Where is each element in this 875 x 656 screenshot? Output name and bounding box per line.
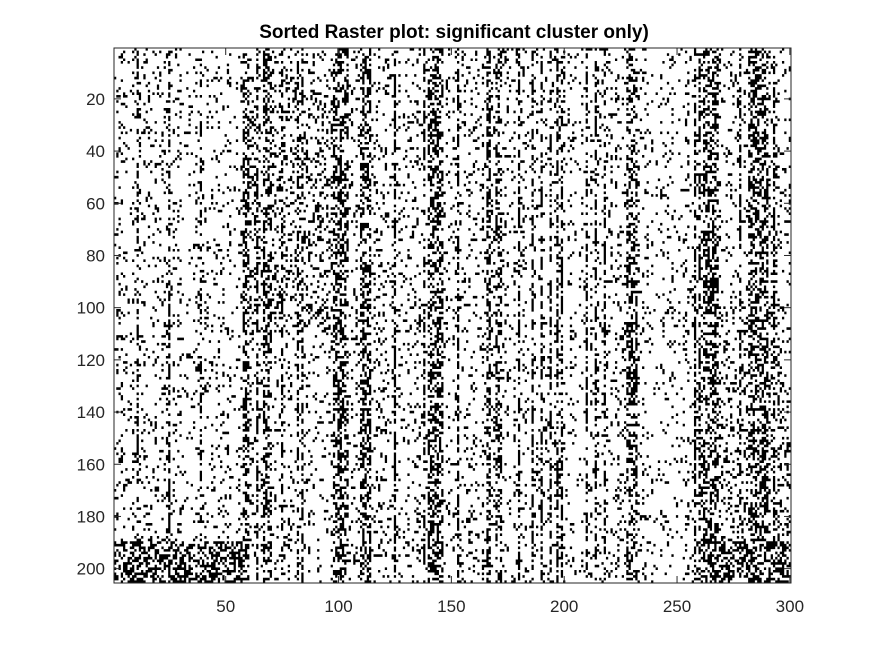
x-tick-label: 50 xyxy=(216,597,235,616)
y-tick-label: 180 xyxy=(77,507,105,526)
x-tick-label: 300 xyxy=(776,597,804,616)
y-tick-label: 140 xyxy=(77,403,105,422)
y-tick-label: 160 xyxy=(77,455,105,474)
y-tick-label: 40 xyxy=(86,142,105,161)
x-axis: 50 100 150 200 250 300 xyxy=(216,48,804,616)
x-tick-label: 100 xyxy=(324,597,352,616)
chart-title: Sorted Raster plot: significant cluster … xyxy=(259,22,649,43)
x-tick-label: 150 xyxy=(437,597,465,616)
y-tick-label: 80 xyxy=(86,246,105,265)
y-tick-label: 60 xyxy=(86,194,105,213)
x-tick-label: 250 xyxy=(663,597,691,616)
y-axis: 20 40 60 80 100 120 140 160 180 200 xyxy=(77,90,791,579)
y-tick-label: 100 xyxy=(77,299,105,318)
x-tick-label: 200 xyxy=(550,597,578,616)
y-tick-label: 120 xyxy=(77,351,105,370)
raster-events xyxy=(114,48,791,583)
raster-event-marks xyxy=(114,48,791,583)
y-tick-label: 200 xyxy=(77,560,105,579)
y-tick-label: 20 xyxy=(86,90,105,109)
axes-box xyxy=(113,47,792,584)
